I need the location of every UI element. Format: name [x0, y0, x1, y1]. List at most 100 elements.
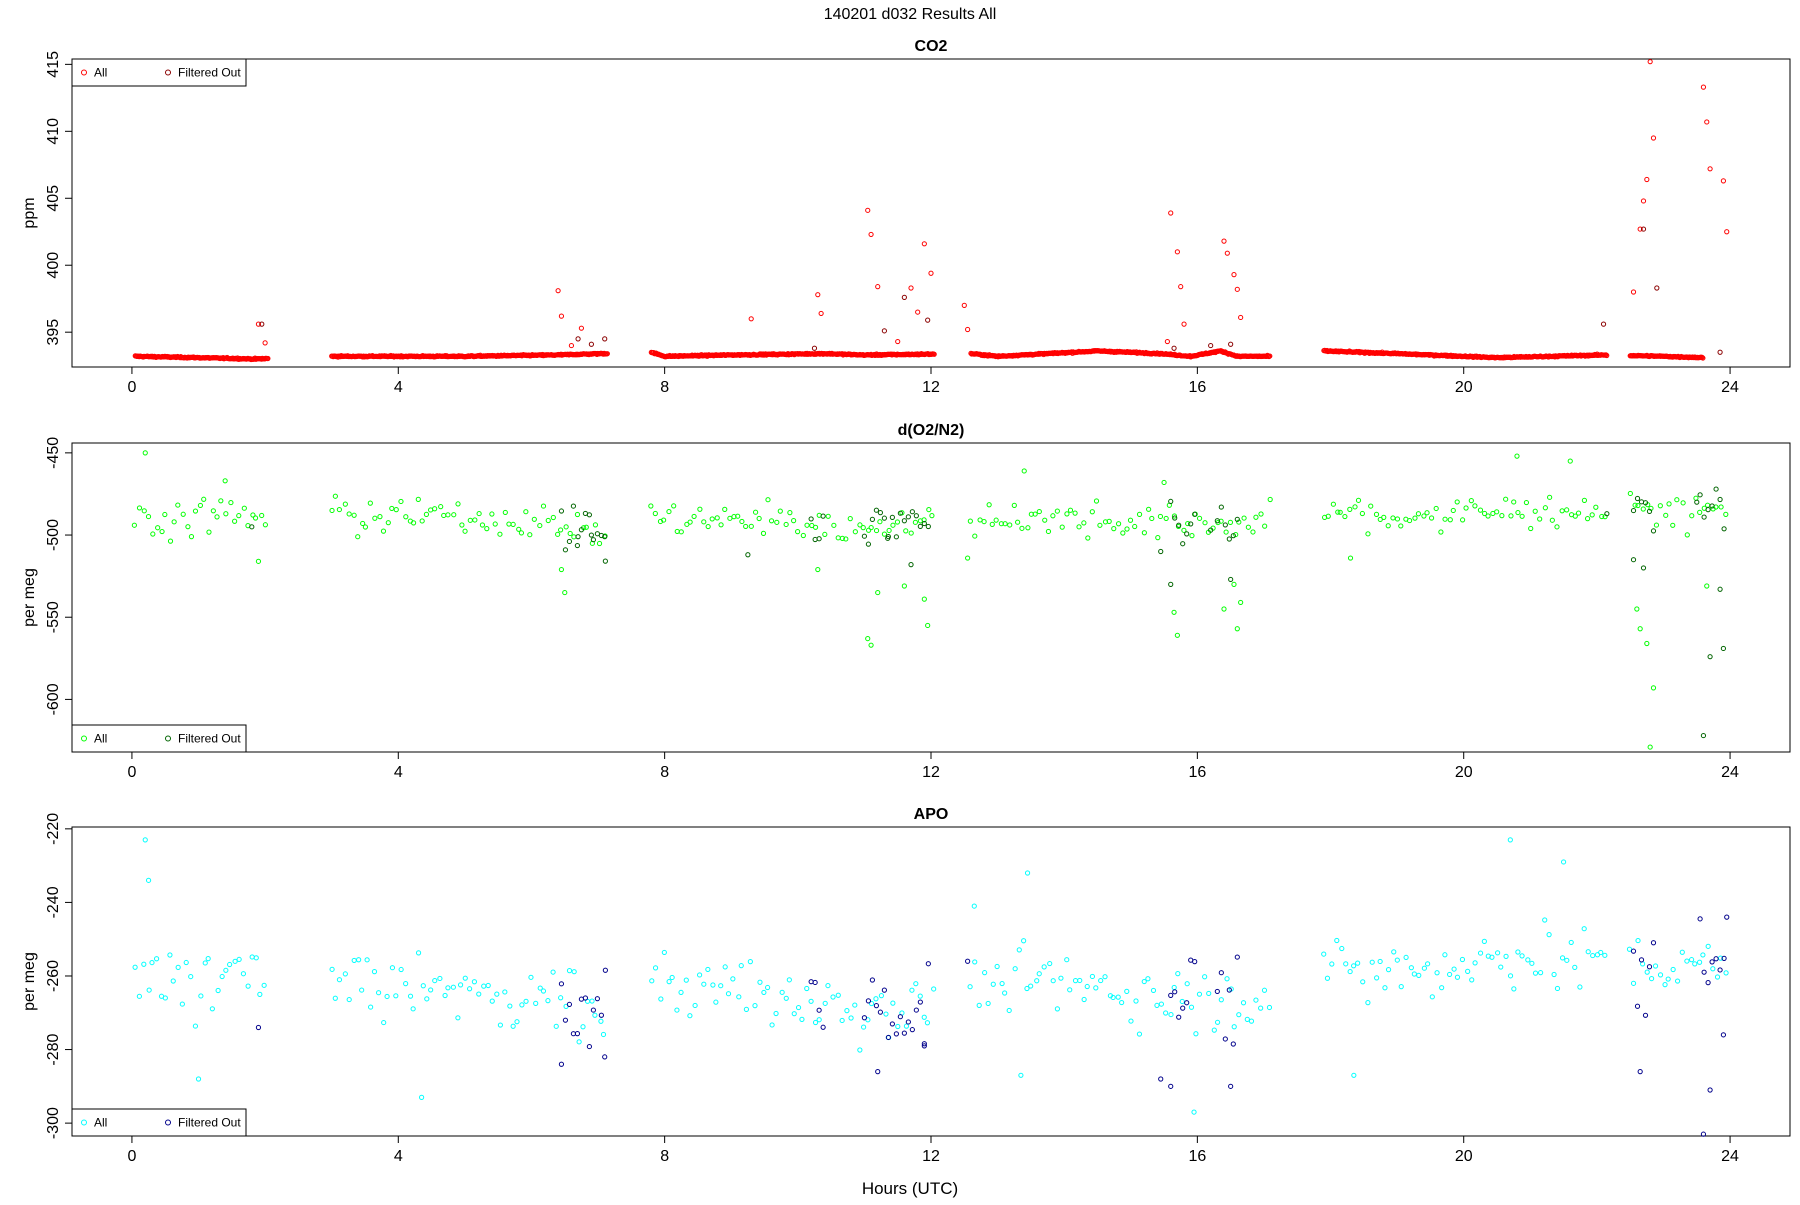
- filtered-point: [602, 558, 608, 564]
- filtered-point: [869, 516, 876, 522]
- data-point: [961, 302, 967, 308]
- data-points: [132, 59, 1730, 363]
- plot-frame: [71, 58, 1791, 368]
- data-point: [875, 589, 881, 596]
- data-point: [150, 531, 156, 537]
- data-point: [389, 965, 396, 971]
- data-point: [550, 969, 556, 975]
- data-point: [1064, 957, 1070, 963]
- data-point: [418, 1094, 425, 1100]
- filtered-point: [865, 998, 872, 1004]
- data-point: [1511, 499, 1517, 505]
- data-point: [1674, 978, 1681, 984]
- data-point: [1603, 352, 1609, 358]
- data-point: [485, 982, 491, 989]
- filtered-point: [1720, 1032, 1727, 1038]
- data-point: [1089, 973, 1096, 980]
- filtered-point: [1630, 948, 1637, 954]
- data-point: [678, 529, 684, 535]
- data-point: [873, 996, 879, 1002]
- filtered-point: [901, 1030, 907, 1036]
- data-point: [903, 528, 909, 534]
- x-tick-label: 8: [660, 1148, 669, 1165]
- data-point: [1648, 975, 1655, 982]
- data-point: [227, 961, 233, 968]
- data-point: [1181, 527, 1187, 533]
- filtered-point: [588, 341, 594, 347]
- data-point: [1546, 932, 1552, 938]
- data-point: [558, 527, 564, 533]
- data-point: [990, 981, 996, 987]
- data-point: [580, 1024, 586, 1030]
- filtered-point: [588, 532, 594, 538]
- x-tick-label: 0: [127, 379, 136, 396]
- filtered-point: [1701, 969, 1707, 975]
- data-point: [808, 998, 814, 1004]
- data-point: [1253, 997, 1259, 1003]
- data-point: [1339, 945, 1345, 952]
- data-point: [342, 501, 348, 507]
- data-point: [259, 512, 265, 519]
- filtered-point: [1172, 989, 1178, 995]
- data-point: [393, 507, 399, 513]
- filtered-point: [1218, 970, 1224, 976]
- filtered-point: [1707, 654, 1713, 660]
- data-point: [857, 522, 863, 528]
- data-point: [596, 540, 603, 547]
- filtered-point: [562, 547, 569, 553]
- filtered-point: [909, 1027, 915, 1033]
- data-point: [760, 530, 767, 536]
- data-point: [1171, 984, 1177, 991]
- filtered-point: [1222, 522, 1228, 528]
- data-point: [1424, 510, 1430, 516]
- x-tick-label: 8: [660, 764, 669, 781]
- data-point: [743, 1006, 750, 1012]
- data-point: [661, 949, 667, 956]
- filtered-point: [1172, 515, 1178, 521]
- data-point: [1710, 966, 1716, 972]
- filtered-point: [820, 513, 826, 519]
- data-point: [1330, 501, 1336, 507]
- data-point: [1408, 965, 1414, 971]
- data-point: [558, 313, 565, 319]
- data-point: [1670, 522, 1676, 528]
- data-point: [1532, 970, 1539, 976]
- data-point: [718, 983, 724, 989]
- filtered-point: [885, 535, 891, 541]
- data-point: [472, 517, 478, 523]
- data-point: [142, 450, 148, 456]
- filtered-point: [875, 1069, 881, 1075]
- filtered-point: [881, 328, 887, 334]
- filtered-point: [965, 958, 971, 964]
- data-point: [757, 979, 763, 985]
- data-point: [1519, 513, 1525, 519]
- filtered-point: [745, 552, 751, 558]
- data-point: [167, 952, 173, 958]
- data-point: [812, 524, 819, 530]
- data-point: [1411, 971, 1417, 977]
- data-point: [346, 511, 352, 517]
- data-point: [1054, 1006, 1061, 1012]
- data-point: [1564, 957, 1570, 963]
- filtered-point: [816, 536, 822, 542]
- data-point: [748, 523, 754, 529]
- data-point: [976, 1002, 982, 1009]
- data-point: [1233, 531, 1239, 538]
- data-point: [709, 516, 715, 522]
- data-point: [1089, 509, 1095, 515]
- data-point: [262, 340, 268, 346]
- filtered-point: [913, 513, 919, 519]
- data-point: [1262, 523, 1268, 529]
- data-point: [555, 288, 561, 294]
- data-point: [705, 523, 711, 530]
- data-point: [1253, 514, 1259, 520]
- data-point: [332, 995, 338, 1001]
- data-point: [1515, 949, 1521, 955]
- data-point: [1590, 952, 1596, 959]
- data-point: [197, 502, 204, 509]
- filtered-point: [1713, 486, 1719, 492]
- filtered-point: [558, 1061, 565, 1067]
- data-point: [835, 992, 841, 998]
- data-point: [1477, 507, 1484, 513]
